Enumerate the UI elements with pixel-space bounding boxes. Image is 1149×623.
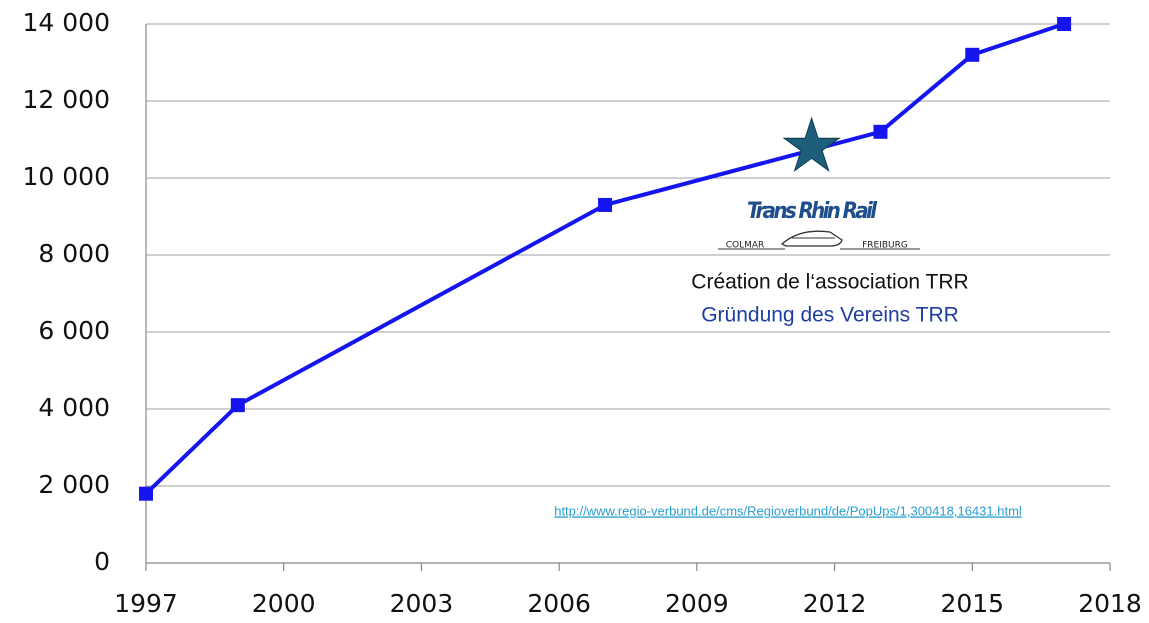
y-tick-label: 10 000 <box>23 162 110 191</box>
x-tick-label: 2015 <box>940 589 1004 618</box>
star-marker <box>782 116 841 172</box>
y-tick-label: 6 000 <box>38 316 110 345</box>
y-tick-label: 8 000 <box>38 239 110 268</box>
logo-title: Trans Rhin Rail <box>747 199 877 224</box>
x-tick-label: 2012 <box>803 589 867 618</box>
point <box>965 47 980 62</box>
x-tick-label: 2000 <box>252 589 316 618</box>
series-line <box>144 22 1065 496</box>
source-link[interactable]: http://www.regio-verbund.de/cms/Regiover… <box>554 503 1022 518</box>
y-tick-label: 4 000 <box>38 393 110 422</box>
logo-right: FREIBURG <box>862 241 908 251</box>
annotation: Gründung des Vereins TRR <box>701 304 959 327</box>
point <box>139 486 153 501</box>
point <box>873 124 888 139</box>
logo-train <box>780 230 843 247</box>
x-tick-label: 2018 <box>1078 589 1142 618</box>
logo: Trans Rhin Rail COLMAR FREIBURG <box>718 199 920 251</box>
point <box>598 197 613 212</box>
x-tick-label: 2003 <box>390 589 454 618</box>
plot: 0 2 000 4 000 6 000 8 000 10 000 12 000 14 000 1… <box>23 8 1142 618</box>
y-tick-label: 14 000 <box>23 8 110 37</box>
x-tick-label: 2006 <box>527 589 591 618</box>
point <box>1057 17 1072 31</box>
logo-left: COLMAR <box>726 241 765 251</box>
annotation: Création de l‘association TRR <box>691 271 968 294</box>
x-tick-label: 1997 <box>114 589 178 618</box>
y-tick-label: 2 000 <box>38 470 110 499</box>
point <box>230 398 245 413</box>
y-tick-label: 0 <box>94 547 110 576</box>
x-tick-label: 2009 <box>665 589 729 618</box>
y-tick-label: 12 000 <box>23 85 110 114</box>
